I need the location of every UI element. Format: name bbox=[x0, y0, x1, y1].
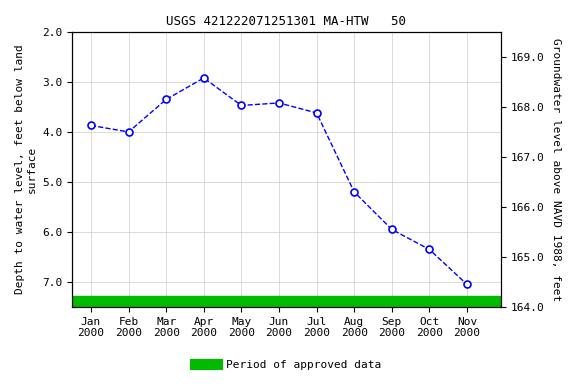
Y-axis label: Groundwater level above NAVD 1988, feet: Groundwater level above NAVD 1988, feet bbox=[551, 38, 561, 301]
Y-axis label: Depth to water level, feet below land
surface: Depth to water level, feet below land su… bbox=[15, 45, 37, 294]
Bar bbox=[72, 296, 501, 307]
Title: USGS 421222071251301 MA-HTW   50: USGS 421222071251301 MA-HTW 50 bbox=[166, 15, 407, 28]
Legend: Period of approved data: Period of approved data bbox=[191, 356, 385, 375]
